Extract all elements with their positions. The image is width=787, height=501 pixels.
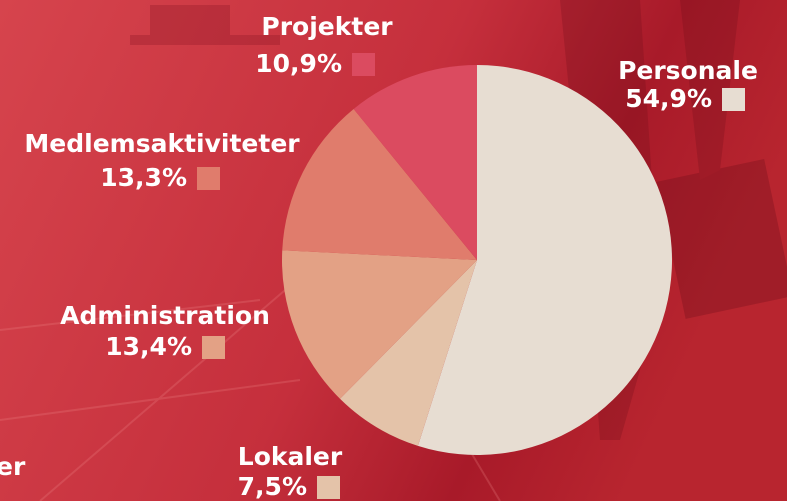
pie-slice <box>353 65 477 260</box>
annotation: er <box>0 452 26 481</box>
value-label: 13,3% <box>100 163 187 192</box>
slice-label: Administration <box>60 301 270 330</box>
slice-label: Medlemsaktiviteter <box>24 129 300 158</box>
pie-slice <box>417 65 672 455</box>
legend-swatch <box>202 336 225 359</box>
slice-label: Personale <box>618 56 758 85</box>
legend-swatch <box>352 53 375 76</box>
legend-swatch <box>197 167 220 190</box>
value-label: 10,9% <box>255 49 342 78</box>
slice-label: Lokaler <box>238 442 343 471</box>
pie <box>282 65 672 455</box>
legend-swatch <box>317 476 340 499</box>
value-label: 54,9% <box>625 84 712 113</box>
value-label: 7,5% <box>238 472 307 501</box>
pie-slice <box>339 260 477 446</box>
value-label: 13,4% <box>105 332 192 361</box>
pie-slice <box>282 108 477 261</box>
slice-label: Projekter <box>261 12 393 41</box>
pie-slice <box>282 250 477 399</box>
legend-swatch <box>722 88 745 111</box>
labels: Personale54,9%Lokaler7,5%Administration1… <box>24 12 758 501</box>
